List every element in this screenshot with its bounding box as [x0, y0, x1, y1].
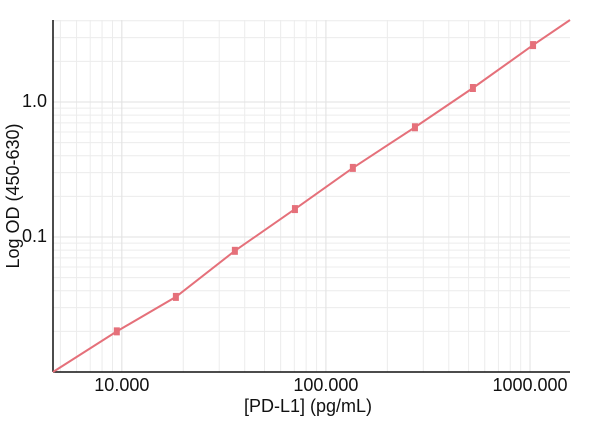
x-tick-label: 100.000 — [293, 375, 358, 395]
y-tick-label: 1.0 — [22, 91, 47, 111]
data-point — [291, 205, 298, 214]
y-tick-label: 0.1 — [22, 226, 47, 246]
data-point — [530, 41, 537, 50]
y-axis-title: Log OD (450-630) — [3, 123, 23, 268]
data-point — [172, 292, 179, 301]
data-point — [411, 123, 418, 132]
data-point — [231, 246, 238, 255]
x-tick-label: 1000.000 — [492, 375, 567, 395]
data-point — [469, 83, 476, 92]
x-axis-title: [PD-L1] (pg/mL) — [244, 396, 372, 416]
x-tick-label: 10.000 — [94, 375, 149, 395]
fit-line — [52, 19, 571, 373]
data-point — [113, 327, 120, 336]
data-point — [349, 163, 356, 172]
